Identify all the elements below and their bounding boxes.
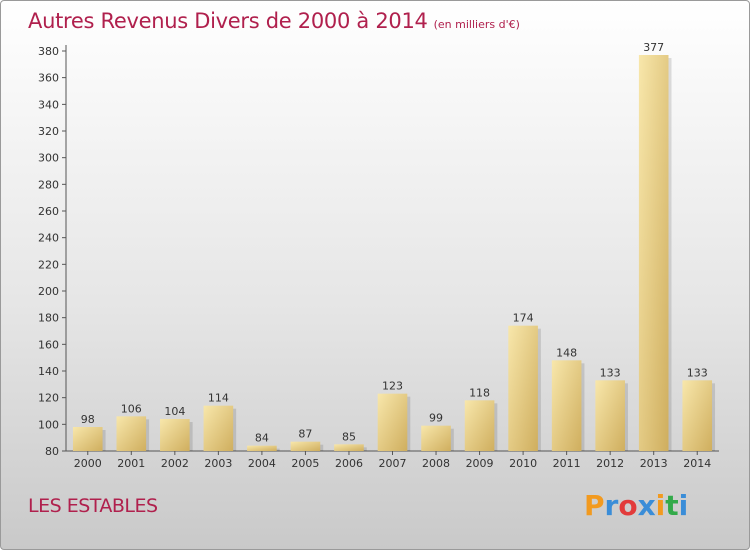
bar-2005 [290,441,321,451]
y-tick-label: 340 [38,98,59,111]
data-label: 85 [342,430,356,443]
bar-2009 [464,400,495,451]
proxiti-logo[interactable]: Proxiti [584,489,688,522]
x-tick-label: 2005 [291,457,319,470]
x-tick-label: 2000 [74,457,102,470]
commune-name: LES ESTABLES [28,495,158,517]
data-label: 148 [556,346,577,359]
x-tick-label: 2007 [379,457,407,470]
bar-series [72,55,716,451]
chart-title-main: Autres Revenus Divers de 2000 à 2014 [28,9,428,33]
y-tick-label: 120 [38,392,59,405]
bar-2006 [334,444,364,451]
chart-title: Autres Revenus Divers de 2000 à 2014 (en … [28,9,520,33]
bar-2004 [247,445,277,451]
data-label: 104 [164,405,185,418]
y-tick-label: 260 [38,205,59,218]
bar-2013 [638,55,669,451]
bar-2014 [682,380,713,451]
logo-letter: i [655,489,666,522]
data-label: 123 [382,380,403,393]
data-label: 84 [255,432,269,445]
logo-letter: P [584,489,605,522]
y-tick-label: 380 [38,45,59,58]
data-label: 377 [643,41,664,54]
x-tick-label: 2008 [422,457,450,470]
bar-2000 [72,427,103,451]
data-label: 114 [208,392,229,405]
data-label: 133 [687,366,708,379]
bar-2008 [421,425,451,451]
data-label: 106 [121,402,142,415]
y-tick-label: 360 [38,72,59,85]
x-tick-label: 2006 [335,457,363,470]
x-tick-label: 2009 [466,457,494,470]
y-tick-label: 100 [38,418,59,431]
x-tick-label: 2014 [683,457,711,470]
bar-2010 [508,325,538,451]
x-axis: 2000 2001 2002 2003 2004 2005 2006 2007 2008 2009… [66,450,719,470]
bar-2003 [203,405,234,451]
logo-letter: o [618,489,638,522]
data-label: 174 [513,312,534,325]
data-label: 99 [429,412,443,425]
x-tick-label: 2003 [204,457,232,470]
x-tick-label: 2012 [596,457,624,470]
logo-letter: t [665,489,679,522]
y-tick-label: 140 [38,365,59,378]
logo-letter: i [678,489,689,522]
y-tick-label: 180 [38,312,59,325]
bar-2011 [551,360,582,451]
bar-2007 [377,393,408,451]
y-tick-label: 220 [38,258,59,271]
data-label: 87 [298,428,312,441]
x-tick-label: 2013 [640,457,668,470]
logo-letter: x [637,489,656,522]
x-tick-label: 2010 [509,457,537,470]
chart-title-unit: (en milliers d'€) [433,18,520,31]
y-tick-label: 80 [45,445,59,458]
bar-2002 [160,419,190,451]
y-tick-label: 200 [38,285,59,298]
y-tick-label: 240 [38,232,59,245]
y-tick-label: 160 [38,338,59,351]
bar-2001 [116,416,147,451]
y-axis: 80 100 120 140 160 180 200 220 240 260 280 300 320 34… [38,45,67,458]
y-tick-label: 300 [38,152,59,165]
x-tick-label: 2011 [553,457,581,470]
x-tick-label: 2001 [117,457,145,470]
data-label: 133 [600,366,621,379]
data-label: 118 [469,386,490,399]
x-tick-label: 2002 [161,457,189,470]
data-label: 98 [81,413,95,426]
data-labels: 98 106 104 114 84 87 85 123 99 118 174 148 133 377 133 [81,41,708,445]
bar-2012 [595,380,625,451]
x-tick-label: 2004 [248,457,276,470]
y-tick-label: 320 [38,125,59,138]
y-tick-label: 280 [38,178,59,191]
logo-letter: r [604,489,619,522]
